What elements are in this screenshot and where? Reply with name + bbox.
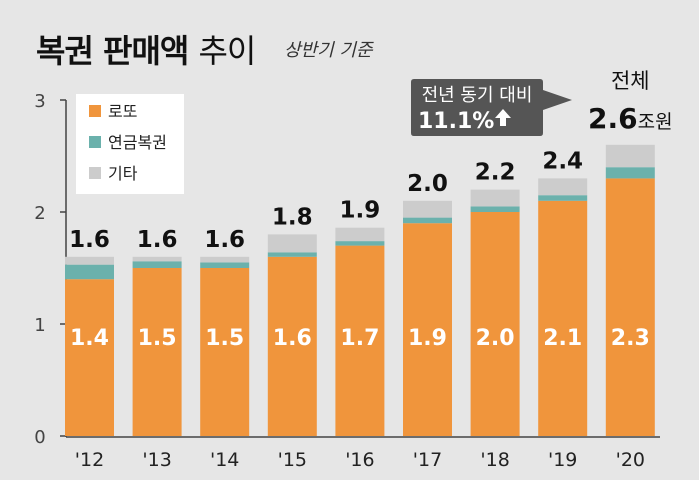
x-tick-label: '20: [616, 449, 645, 471]
bar-segment-lotto: [335, 245, 385, 436]
legend-swatch: [89, 105, 101, 117]
bar-segment-lotto: [538, 200, 588, 436]
bar-segment-other: [132, 256, 182, 262]
title-light: 추이: [198, 32, 256, 70]
bar-segment-lotto: [605, 178, 655, 436]
total-value-group: 2.6조원: [588, 102, 673, 135]
annotation-line2: 11.1%: [418, 109, 494, 134]
legend-swatch: [89, 167, 101, 179]
bar-segment-other: [267, 234, 317, 253]
bar-segment-pension: [132, 261, 182, 268]
lotto-value-label: 2.0: [476, 326, 515, 351]
title-bold: 복권 판매액: [36, 32, 189, 70]
bar-segment-pension: [335, 241, 385, 246]
lotto-value-label: 2.3: [611, 326, 650, 351]
x-tick-label: '19: [548, 449, 577, 471]
y-tick-label: 0: [34, 427, 45, 448]
legend-label: 연금복권: [108, 133, 167, 152]
total-value-label: 1.6: [204, 227, 245, 253]
bar-segment-lotto: [403, 223, 452, 436]
annotation-callout: [411, 79, 572, 136]
total-label: 전체: [611, 69, 650, 93]
bar-segment-lotto: [267, 256, 317, 436]
total-value-label: 1.6: [137, 227, 178, 253]
annotation-line1: 전년 동기 대비: [422, 85, 533, 106]
total-value-label: 2.0: [407, 171, 448, 197]
bar-segment-pension: [403, 217, 452, 224]
total-unit: 조원: [638, 111, 673, 133]
x-tick-label: '12: [75, 449, 104, 471]
bar-segment-other: [200, 256, 250, 263]
total-value-label: 1.6: [69, 227, 110, 253]
y-tick-label: 2: [34, 203, 45, 224]
total-value-label: 1.9: [340, 198, 381, 224]
lotto-value-label: 1.4: [70, 326, 109, 351]
total-value-label: 2.2: [475, 160, 516, 186]
bar-segment-other: [470, 189, 520, 207]
legend-label: 로또: [108, 102, 137, 121]
x-tick-label: '14: [210, 449, 239, 471]
bar-segment-other: [65, 256, 114, 265]
y-tick-label: 3: [34, 91, 45, 112]
lotto-value-label: 2.1: [543, 326, 582, 351]
lotto-value-label: 1.5: [138, 326, 177, 351]
total-value-label: 2.4: [542, 148, 583, 174]
x-tick-label: '13: [142, 449, 171, 471]
bar-segment-pension: [470, 206, 520, 212]
lotto-value-label: 1.6: [273, 326, 312, 351]
lotto-value-label: 1.7: [340, 326, 379, 351]
bar-segment-pension: [605, 167, 655, 179]
chart-subtitle: 상반기 기준: [284, 40, 373, 61]
up-arrow-icon: [495, 109, 511, 126]
x-tick-label: '18: [480, 449, 509, 471]
bar-segment-other: [605, 144, 655, 168]
bar-segment-lotto: [470, 212, 520, 436]
bar-segment-other: [335, 227, 385, 242]
total-value-label: 1.8: [272, 204, 313, 230]
y-tick-label: 1: [34, 315, 45, 336]
bar-segment-pension: [538, 195, 588, 201]
bar-segment-pension: [65, 264, 114, 280]
bar-segment-lotto: [132, 268, 182, 436]
chart-title: 복권 판매액 추이: [36, 26, 256, 72]
lotto-value-label: 1.5: [205, 326, 244, 351]
bar-segment-pension: [267, 252, 317, 257]
bar-segment-lotto: [200, 268, 250, 436]
bar-segment-pension: [200, 262, 250, 268]
x-tick-label: '16: [345, 449, 374, 471]
bar-segment-other: [403, 200, 452, 218]
bar-segment-other: [538, 178, 588, 196]
total-value: 2.6: [588, 102, 638, 135]
x-tick-label: '17: [413, 449, 442, 471]
x-tick-label: '15: [278, 449, 307, 471]
bar-segment-lotto: [65, 279, 114, 436]
legend-swatch: [89, 136, 101, 148]
legend-label: 기타: [108, 164, 138, 183]
lotto-value-label: 1.9: [408, 326, 447, 351]
